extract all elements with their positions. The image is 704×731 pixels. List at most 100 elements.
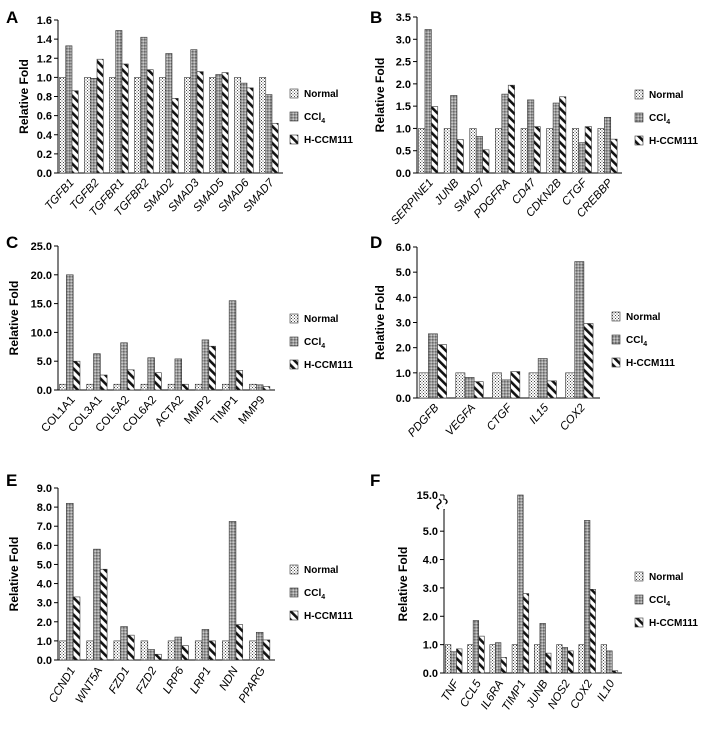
bar-d-il15-ccl4 — [537, 358, 548, 399]
legend-swatch-d — [611, 334, 621, 345]
y-tick-label-a: 1.4 — [37, 34, 53, 46]
bar-f-nos2-ccl4 — [561, 647, 569, 674]
legend-swatch-b — [634, 135, 644, 146]
bar-c-col1a1-hccm111 — [72, 360, 81, 391]
bar-b-smad7-normal — [469, 128, 477, 174]
panel-letter-d: D — [370, 233, 382, 252]
bar-c-col5a2-hccm111 — [127, 369, 135, 391]
y-tick-label-e: 5.0 — [37, 559, 52, 571]
x-tick-label-d: COX2 — [558, 402, 588, 434]
x-tick-label-f: IL10 — [595, 678, 617, 704]
legend-label-b: Normal — [649, 90, 684, 101]
bar-c-col1a1-ccl4 — [66, 274, 74, 391]
legend-label-a: CCl4 — [304, 112, 325, 125]
legend-label-a: Normal — [304, 89, 339, 100]
bar-b-junb-normal — [443, 128, 451, 174]
y-tick-label-a: 1.0 — [37, 72, 52, 84]
y-tick-label-e: 3.0 — [37, 598, 52, 610]
x-tick-label-b: SERPINE1 — [389, 177, 436, 227]
legend-swatch-b — [634, 112, 644, 123]
bar-f-il10-ccl4 — [606, 650, 613, 674]
panel-a: A 0.0 0.2 0.4 0.6 0.8 1.0 1.2 1.4 1.6 Relative Fol… — [6, 8, 353, 219]
x-tick-label-d: IL15 — [527, 402, 551, 427]
y-axis-title-d: Relative Fold — [373, 285, 387, 360]
bar-f-junb-ccl4 — [539, 623, 546, 674]
bar-a-tgfbr2-normal — [134, 77, 142, 174]
legend-swatch-c — [289, 336, 299, 347]
bar-f-nos2-normal — [556, 644, 563, 674]
x-tick-label-c: TIMP1 — [209, 394, 241, 427]
bar-f-tnf-ccl4 — [450, 651, 457, 674]
y-tick-label-c: 25.0 — [31, 241, 52, 253]
bar-f-junb-normal — [534, 644, 541, 674]
panel-b: B 0.0 0.5 1.0 1.5 2.0 2.5 3.0 3.5 Relative Fold SE… — [370, 8, 698, 227]
bar-e-pparg-ccl4 — [255, 631, 264, 661]
legend-swatch-f — [634, 617, 644, 628]
y-tick-label-a: 0.2 — [37, 149, 52, 161]
y-tick-label-c: 5.0 — [37, 356, 52, 368]
y-tick-label-f: 0.0 — [423, 668, 438, 680]
bar-e-wnt5a-ccl4 — [93, 548, 101, 661]
y-tick-label-e: 9.0 — [37, 483, 52, 495]
bar-a-tgfbr2-hccm111 — [146, 69, 154, 174]
bar-c-col6a2-ccl4 — [147, 357, 155, 391]
bar-a-tgfbr1-normal — [109, 77, 117, 174]
bar-a-smad6-hccm111 — [246, 87, 254, 174]
y-tick-label-e: 1.0 — [37, 636, 52, 648]
panel-letter-c: C — [6, 233, 18, 252]
x-tick-label-e: LRP1 — [188, 665, 213, 696]
x-tick-label-e: FZD2 — [134, 665, 160, 696]
y-tick-label-e: 2.0 — [37, 617, 52, 629]
bar-f-junb-hccm111 — [545, 652, 552, 674]
panel-f: F 0.0 1.0 2.0 3.0 4.0 5.0 15.0 Relative Fold TNF C… — [370, 471, 698, 713]
legend-label-d: Normal — [626, 312, 661, 323]
bar-b-pdgfra-hccm111 — [507, 84, 515, 174]
legend-swatch-e — [289, 610, 299, 621]
legend-swatch-a — [289, 111, 299, 122]
legend-swatch-e — [289, 587, 299, 598]
bar-f-ccl5-normal — [467, 644, 474, 674]
bar-e-lrp1-hccm111 — [208, 640, 216, 661]
bar-b-cdkn2b-ccl4 — [552, 102, 560, 174]
bar-b-serpine1-ccl4 — [424, 29, 432, 174]
bar-c-mmp9-normal — [249, 383, 257, 391]
bar-d-pdgfb-ccl4 — [428, 333, 438, 399]
bar-e-pparg-hccm111 — [262, 639, 271, 661]
y-tick-label-b: 2.0 — [396, 79, 411, 91]
bar-a-tgfb2-normal — [84, 77, 92, 174]
bar-b-cdkn2b-hccm111 — [559, 96, 567, 174]
bar-f-ccl5-hccm111 — [478, 635, 485, 674]
bar-d-ctgf-normal — [492, 372, 502, 399]
legend-swatch-a — [289, 88, 299, 99]
bar-c-col3a1-ccl4 — [93, 353, 101, 391]
y-tick-label-f: 5.0 — [423, 526, 438, 538]
legend-label-a: H-CCM111 — [304, 135, 353, 146]
y-tick-label-d: 0.0 — [396, 393, 411, 405]
legend-label-f: H-CCM111 — [649, 618, 698, 629]
y-tick-label-a: 0.4 — [37, 130, 53, 142]
y-tick-label-c: 0.0 — [37, 385, 52, 397]
bar-f-timp1-ccl4 — [517, 494, 524, 674]
bar-a-smad7-normal — [259, 77, 267, 174]
bar-c-timp1-normal — [222, 383, 230, 391]
y-tick-label-d: 1.0 — [396, 368, 411, 380]
bar-c-col5a2-ccl4 — [120, 342, 128, 391]
panel-letter-e: E — [6, 471, 17, 490]
y-axis-title-c: Relative Fold — [7, 281, 21, 356]
y-tick-label-e: 0.0 — [37, 655, 52, 667]
bar-a-smad3-normal — [184, 77, 192, 174]
y-tick-label-f: 3.0 — [423, 583, 438, 595]
y-tick-label-a: 0.0 — [37, 168, 52, 180]
bar-e-wnt5a-normal — [86, 640, 94, 661]
y-tick-label-b: 1.5 — [396, 101, 411, 113]
bar-b-smad7-ccl4 — [475, 136, 483, 174]
bar-f-il6ra-ccl4 — [495, 642, 502, 674]
axis-break-gap — [442, 500, 446, 509]
bar-c-col3a1-hccm111 — [100, 374, 108, 391]
y-tick-label-d: 5.0 — [396, 267, 411, 279]
y-axis-title-b: Relative Fold — [373, 58, 387, 133]
panel-letter-f: F — [370, 471, 380, 490]
bar-b-crebbp-hccm111 — [610, 138, 618, 174]
bar-f-il6ra-hccm111 — [500, 657, 507, 674]
